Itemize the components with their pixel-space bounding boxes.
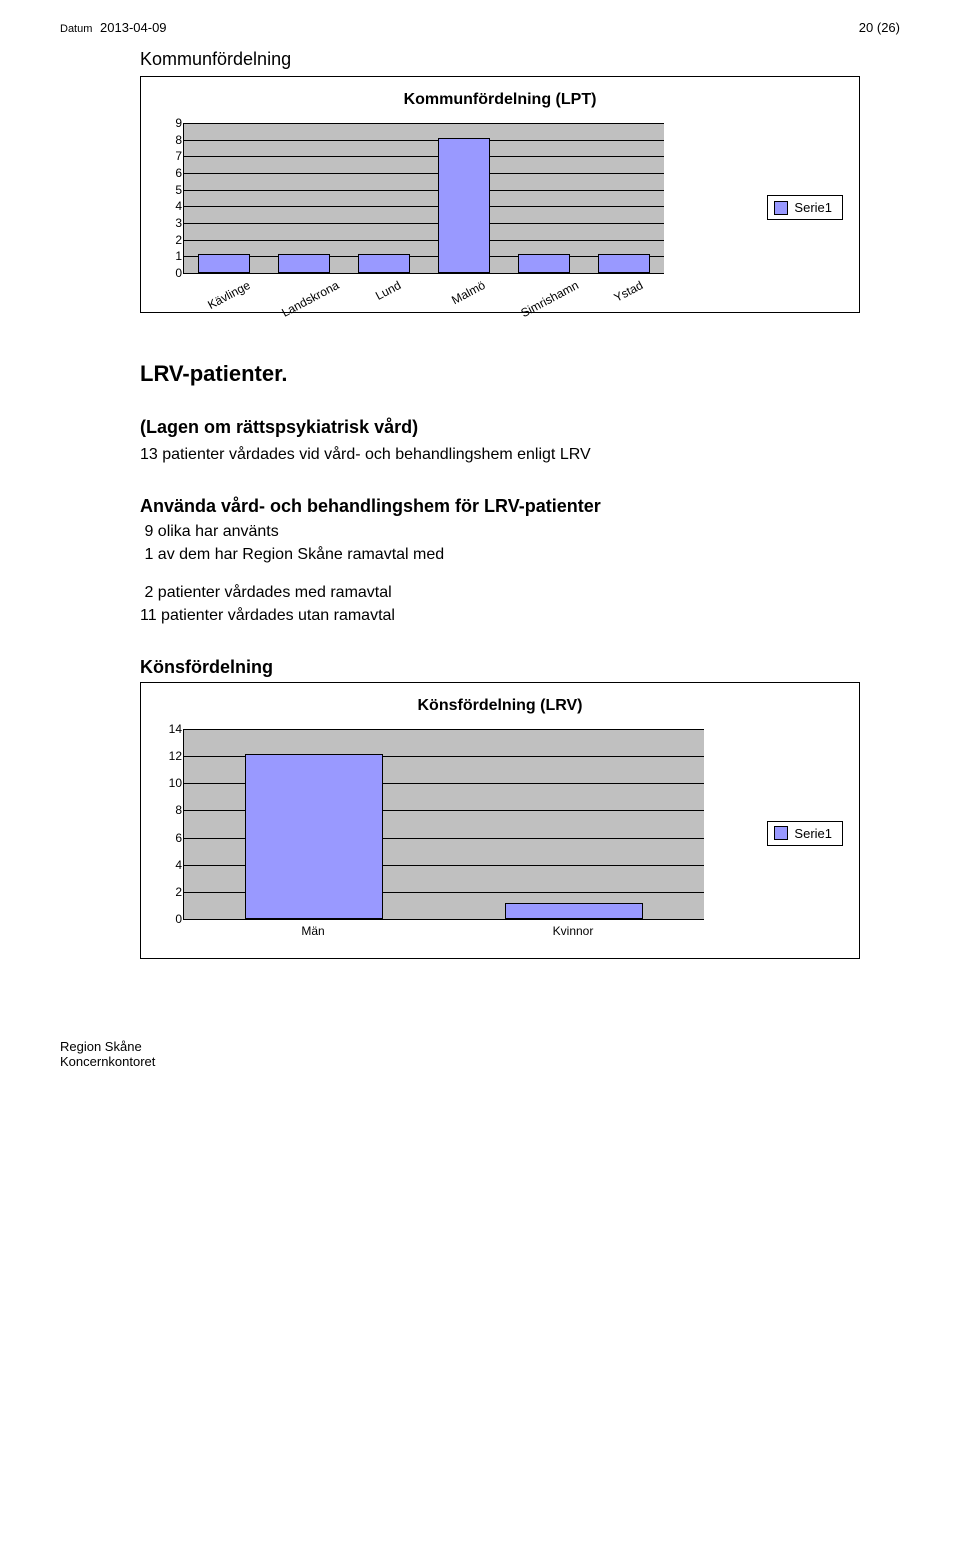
y-tick-label: 10 xyxy=(169,776,182,790)
bar-slot xyxy=(584,123,664,273)
ram-line1: 2 patienter vårdades med ramavtal xyxy=(140,582,860,604)
page-number: 20 (26) xyxy=(859,20,900,35)
legend-swatch-icon xyxy=(774,826,788,840)
bar-slot xyxy=(424,123,504,273)
chart1-legend-label: Serie1 xyxy=(794,200,832,215)
chart1-box: Kommunfördelning (LPT) 0123456789 Kävlin… xyxy=(140,76,860,313)
bar xyxy=(245,754,382,919)
chart2-legend-label: Serie1 xyxy=(794,826,832,841)
kons-heading: Könsfördelning xyxy=(140,657,860,678)
chart1-title: Kommunfördelning (LPT) xyxy=(157,91,843,109)
x-tick-label: Ystad xyxy=(583,278,663,292)
header-date: 2013-04-09 xyxy=(100,20,167,35)
y-tick-label: 0 xyxy=(175,912,182,926)
x-tick-label: Simrishamn xyxy=(503,278,583,292)
chart2-legend: Serie1 xyxy=(767,821,843,846)
y-tick-label: 3 xyxy=(175,216,182,230)
chart1-plot-area: 0123456789 xyxy=(183,123,664,274)
bar-slot xyxy=(504,123,584,273)
x-tick-label: Lund xyxy=(343,278,423,292)
anv-line1: 9 olika har använts xyxy=(140,521,860,543)
y-tick-label: 4 xyxy=(175,858,182,872)
chart2-box: Könsfördelning (LRV) 02468101214 MänKvin… xyxy=(140,682,860,959)
y-tick-label: 6 xyxy=(175,831,182,845)
y-tick-label: 4 xyxy=(175,199,182,213)
y-tick-label: 6 xyxy=(175,166,182,180)
bar xyxy=(505,903,642,919)
y-tick-label: 1 xyxy=(175,249,182,263)
lrv-line: 13 patienter vårdades vid vård- och beha… xyxy=(140,444,860,466)
chart2-plot-area: 02468101214 xyxy=(183,729,704,920)
ram-line2: 11 patienter vårdades utan ramavtal xyxy=(140,605,860,627)
page-footer: Region Skåne Koncernkontoret xyxy=(60,1039,900,1069)
chart2-title: Könsfördelning (LRV) xyxy=(157,697,843,715)
y-tick-label: 12 xyxy=(169,749,182,763)
footer-line1: Region Skåne xyxy=(60,1039,900,1054)
y-tick-label: 9 xyxy=(175,116,182,130)
page-header: Datum 2013-04-09 20 (26) xyxy=(60,20,900,35)
x-tick-label: Landskrona xyxy=(263,278,343,292)
y-tick-label: 2 xyxy=(175,233,182,247)
bar xyxy=(518,254,570,273)
bar xyxy=(598,254,650,273)
bar xyxy=(198,254,250,273)
y-tick-label: 8 xyxy=(175,803,182,817)
x-tick-label: Kvinnor xyxy=(443,924,703,938)
y-tick-label: 5 xyxy=(175,183,182,197)
y-tick-label: 14 xyxy=(169,722,182,736)
bar-slot xyxy=(444,729,704,919)
anv-line2: 1 av dem har Region Skåne ramavtal med xyxy=(140,544,860,566)
legend-swatch-icon xyxy=(774,201,788,215)
y-tick-label: 7 xyxy=(175,149,182,163)
y-tick-label: 0 xyxy=(175,266,182,280)
bar-slot xyxy=(344,123,424,273)
anv-heading: Använda vård- och behandlingshem för LRV… xyxy=(140,496,860,517)
bar xyxy=(438,138,490,273)
bar-slot xyxy=(184,729,444,919)
bar-slot xyxy=(264,123,344,273)
section1-title: Kommunfördelning xyxy=(140,49,860,70)
footer-line2: Koncernkontoret xyxy=(60,1054,900,1069)
y-tick-label: 8 xyxy=(175,133,182,147)
bar xyxy=(278,254,330,273)
lrv-subheading: (Lagen om rättspsykiatrisk vård) xyxy=(140,417,860,438)
chart1-legend: Serie1 xyxy=(767,195,843,220)
x-tick-label: Män xyxy=(183,924,443,938)
y-tick-label: 2 xyxy=(175,885,182,899)
x-tick-label: Kävlinge xyxy=(183,278,263,292)
lrv-heading: LRV-patienter. xyxy=(140,361,860,387)
bar xyxy=(358,254,410,273)
bar-slot xyxy=(184,123,264,273)
x-tick-label: Malmö xyxy=(423,278,503,292)
datum-label: Datum xyxy=(60,23,92,35)
